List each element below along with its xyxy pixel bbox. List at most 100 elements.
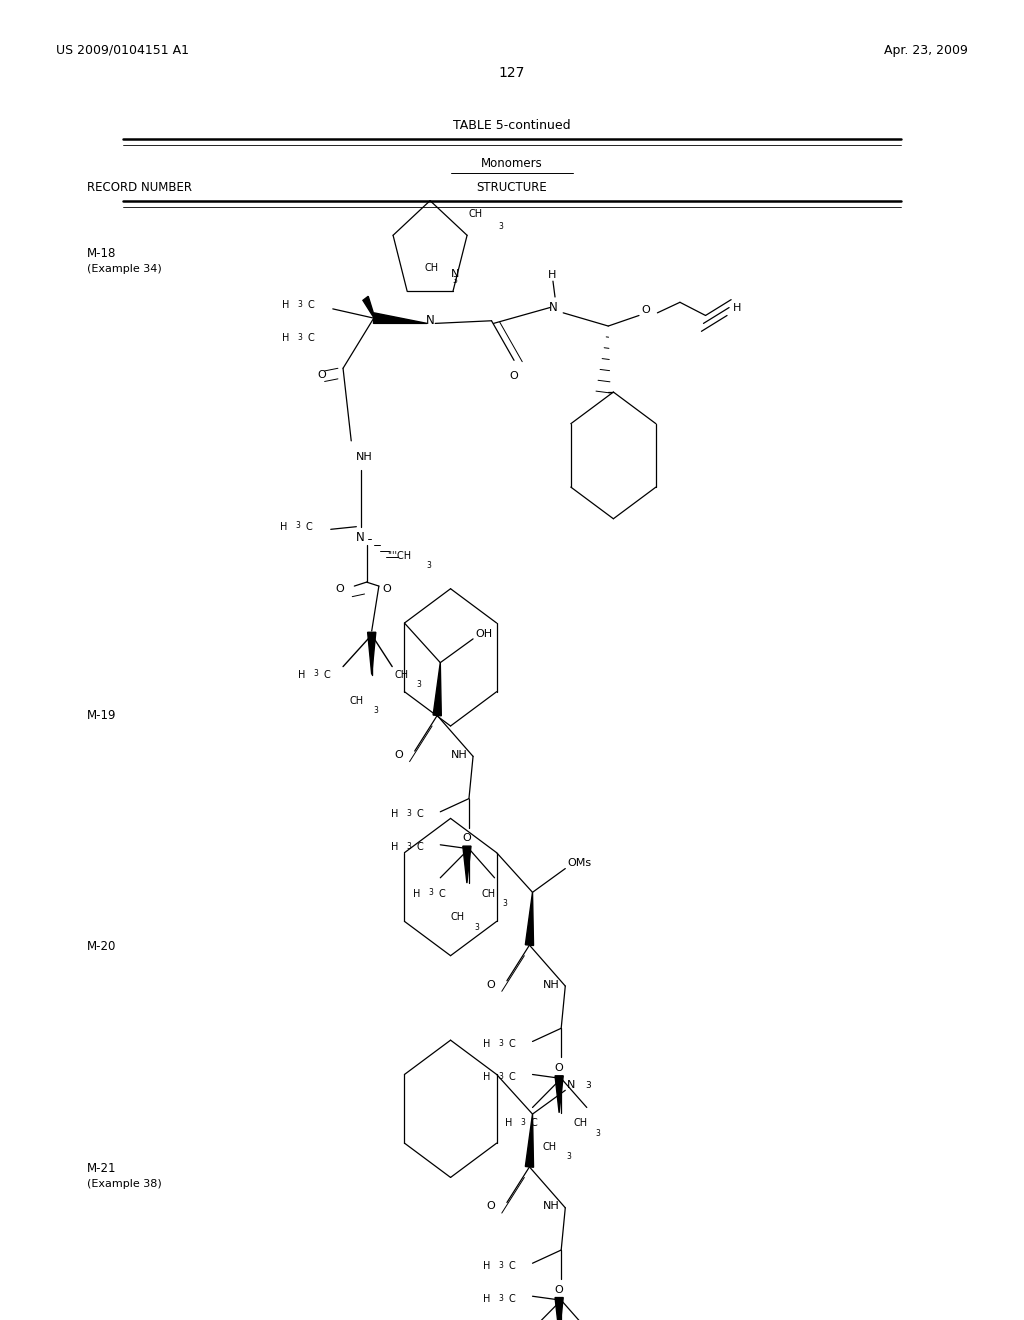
Text: O: O: [317, 370, 327, 380]
Text: RECORD NUMBER: RECORD NUMBER: [87, 181, 193, 194]
Text: 3: 3: [499, 1072, 504, 1081]
Text: H: H: [483, 1261, 490, 1271]
Text: 3: 3: [566, 1152, 571, 1162]
Text: (Example 38): (Example 38): [87, 1179, 162, 1189]
Text: US 2009/0104151 A1: US 2009/0104151 A1: [56, 44, 189, 57]
Text: C: C: [438, 888, 445, 899]
Text: 3: 3: [297, 300, 302, 309]
Text: CH: CH: [425, 263, 439, 273]
Text: CH: CH: [543, 1142, 557, 1152]
Text: O: O: [510, 371, 518, 381]
Text: H: H: [298, 669, 305, 680]
Text: CH: CH: [451, 912, 465, 923]
Text: H: H: [505, 1118, 512, 1129]
Text: 3: 3: [503, 899, 508, 908]
Text: 3: 3: [407, 809, 412, 818]
Text: O: O: [641, 305, 650, 315]
Text: STRUCTURE: STRUCTURE: [476, 181, 548, 194]
Text: C: C: [307, 333, 314, 343]
Text: C: C: [417, 809, 424, 820]
Text: 3: 3: [313, 669, 318, 678]
Text: TABLE 5-continued: TABLE 5-continued: [454, 119, 570, 132]
Text: 127: 127: [499, 66, 525, 79]
Text: CH: CH: [349, 696, 364, 706]
Text: C: C: [509, 1039, 516, 1049]
Text: C: C: [417, 842, 424, 853]
Text: O: O: [382, 583, 391, 594]
Text: 3: 3: [499, 1261, 504, 1270]
Text: O: O: [336, 583, 345, 594]
Polygon shape: [555, 1298, 563, 1320]
Text: 3: 3: [595, 1129, 600, 1138]
Text: M-18: M-18: [87, 247, 117, 260]
Text: N: N: [356, 531, 366, 544]
Text: N: N: [426, 314, 434, 327]
Text: 3: 3: [426, 561, 431, 570]
Polygon shape: [555, 1076, 563, 1113]
Text: O: O: [555, 1063, 563, 1073]
Text: 3: 3: [374, 706, 379, 715]
Text: O: O: [394, 750, 403, 760]
Text: 3: 3: [297, 333, 302, 342]
Text: C: C: [324, 669, 331, 680]
Text: H: H: [391, 842, 398, 853]
Text: C: C: [530, 1118, 538, 1129]
Text: H: H: [733, 302, 741, 313]
Text: H: H: [282, 300, 289, 310]
Text: O: O: [555, 1284, 563, 1295]
Text: NH: NH: [543, 979, 559, 990]
Text: C: C: [307, 300, 314, 310]
Text: H: H: [483, 1072, 490, 1082]
Text: CH: CH: [481, 888, 496, 899]
Text: 3: 3: [295, 521, 300, 531]
Text: O: O: [463, 833, 471, 843]
Text: H: H: [280, 521, 287, 532]
Text: C: C: [305, 521, 312, 532]
Text: 3: 3: [417, 680, 422, 689]
Text: 3: 3: [453, 276, 458, 285]
Polygon shape: [368, 632, 376, 675]
Text: CH: CH: [573, 1118, 588, 1129]
Text: M-19: M-19: [87, 709, 117, 722]
Text: H: H: [391, 809, 398, 820]
Text: N: N: [549, 301, 557, 314]
Text: H: H: [282, 333, 289, 343]
Text: O: O: [486, 979, 496, 990]
Polygon shape: [463, 846, 471, 883]
Text: NH: NH: [451, 750, 467, 760]
Text: 3: 3: [499, 1294, 504, 1303]
Polygon shape: [362, 296, 376, 321]
Text: O: O: [486, 1201, 496, 1212]
Text: 3: 3: [474, 923, 479, 932]
Text: CH: CH: [394, 669, 409, 680]
Polygon shape: [525, 892, 534, 945]
Text: Monomers: Monomers: [481, 157, 543, 170]
Text: 3: 3: [407, 842, 412, 851]
Text: NH: NH: [356, 451, 373, 462]
Text: ''''CH: ''''CH: [387, 550, 412, 561]
Text: OH: OH: [475, 628, 493, 639]
Text: Apr. 23, 2009: Apr. 23, 2009: [884, 44, 968, 57]
Text: OMs: OMs: [567, 858, 592, 869]
Polygon shape: [525, 1114, 534, 1167]
Text: H: H: [548, 269, 556, 280]
Text: C: C: [509, 1294, 516, 1304]
Text: 3: 3: [499, 222, 504, 231]
Text: NH: NH: [543, 1201, 559, 1212]
Text: M-20: M-20: [87, 940, 117, 953]
Text: CH: CH: [469, 209, 483, 219]
Text: 3: 3: [428, 888, 433, 898]
Polygon shape: [374, 313, 427, 323]
Text: 3: 3: [499, 1039, 504, 1048]
Text: C: C: [509, 1261, 516, 1271]
Text: M-21: M-21: [87, 1162, 117, 1175]
Text: N: N: [567, 1080, 575, 1090]
Text: 3: 3: [586, 1081, 592, 1090]
Text: N: N: [451, 269, 459, 279]
Text: 3: 3: [520, 1118, 525, 1127]
Text: H: H: [413, 888, 420, 899]
Text: (Example 34): (Example 34): [87, 264, 162, 275]
Text: C: C: [509, 1072, 516, 1082]
Text: H: H: [483, 1039, 490, 1049]
Text: H: H: [483, 1294, 490, 1304]
